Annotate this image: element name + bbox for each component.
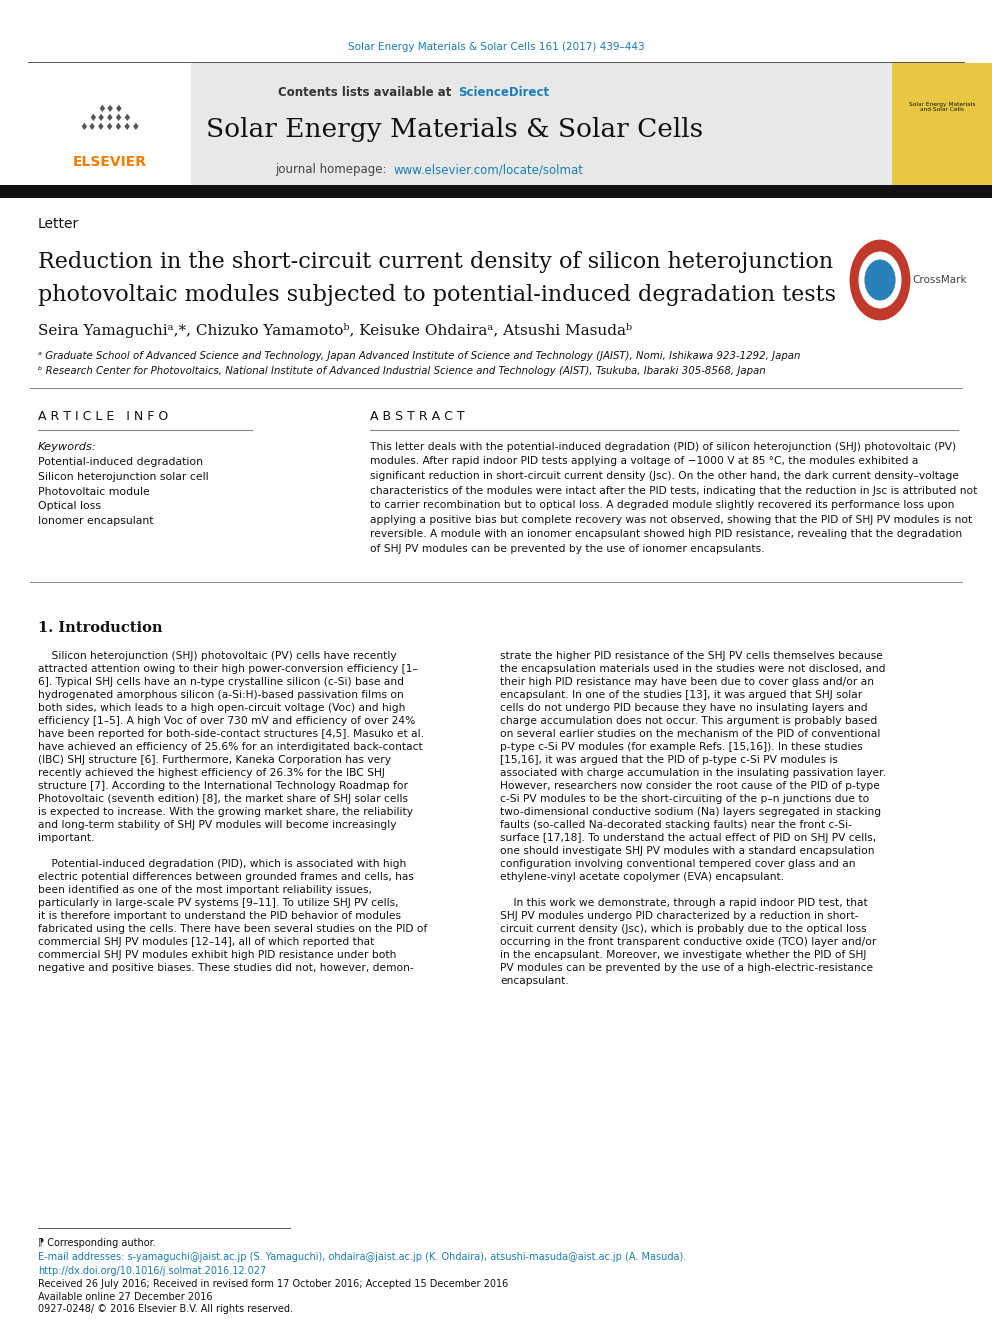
Text: www.elsevier.com/locate/solmat: www.elsevier.com/locate/solmat (393, 164, 583, 176)
Text: attracted attention owing to their high power-conversion efficiency [1–: attracted attention owing to their high … (38, 664, 418, 673)
Text: c-Si PV modules to be the short-circuiting of the p–n junctions due to: c-Si PV modules to be the short-circuiti… (500, 794, 869, 804)
Text: (IBC) SHJ structure [6]. Furthermore, Kaneka Corporation has very: (IBC) SHJ structure [6]. Furthermore, Ka… (38, 755, 391, 765)
Text: it is therefore important to understand the PID behavior of modules: it is therefore important to understand … (38, 912, 401, 921)
Text: surface [17,18]. To understand the actual effect of PID on SHJ PV cells,: surface [17,18]. To understand the actua… (500, 833, 876, 843)
Text: faults (so-called Na-decorated stacking faults) near the front c-Si-: faults (so-called Na-decorated stacking … (500, 820, 852, 830)
Text: in the encapsulant. Moreover, we investigate whether the PID of SHJ: in the encapsulant. Moreover, we investi… (500, 950, 866, 960)
Text: ᵇ Research Center for Photovoltaics, National Institute of Advanced Industrial S: ᵇ Research Center for Photovoltaics, Nat… (38, 366, 766, 376)
Circle shape (850, 241, 910, 320)
Text: Seira Yamaguchiᵃ,*, Chizuko Yamamotoᵇ, Keisuke Ohdairaᵃ, Atsushi Masudaᵇ: Seira Yamaguchiᵃ,*, Chizuko Yamamotoᵇ, K… (38, 323, 632, 337)
Text: 6]. Typical SHJ cells have an n-type crystalline silicon (c-Si) base and: 6]. Typical SHJ cells have an n-type cry… (38, 677, 404, 687)
Text: both sides, which leads to a high open-circuit voltage (Voc) and high: both sides, which leads to a high open-c… (38, 703, 406, 713)
Text: encapsulant.: encapsulant. (500, 976, 568, 986)
Text: strate the higher PID resistance of the SHJ PV cells themselves because: strate the higher PID resistance of the … (500, 651, 883, 662)
Text: ♦♦♦
♦♦♦♦♦
♦♦♦♦♦♦♦: ♦♦♦ ♦♦♦♦♦ ♦♦♦♦♦♦♦ (79, 103, 141, 132)
Text: ethylene-vinyl acetate copolymer (EVA) encapsulant.: ethylene-vinyl acetate copolymer (EVA) e… (500, 872, 784, 882)
Text: Ionomer encapsulant: Ionomer encapsulant (38, 516, 154, 527)
Text: charge accumulation does not occur. This argument is probably based: charge accumulation does not occur. This… (500, 716, 877, 726)
Bar (892, 64, 992, 185)
Text: have been reported for both-side-contact structures [4,5]. Masuko et al.: have been reported for both-side-contact… (38, 729, 424, 740)
Bar (0, 185, 992, 198)
Text: characteristics of the modules were intact after the PID tests, indicating that : characteristics of the modules were inta… (370, 486, 977, 496)
Text: to carrier recombination but to optical loss. A degraded module slightly recover: to carrier recombination but to optical … (370, 500, 954, 509)
Text: Photovoltaic module: Photovoltaic module (38, 487, 150, 496)
Text: particularly in large-scale PV systems [9–11]. To utilize SHJ PV cells,: particularly in large-scale PV systems [… (38, 898, 399, 908)
Text: E-mail addresses: s-yamaguchi@jaist.ac.jp (S. Yamaguchi), ohdaira@jaist.ac.jp (K: E-mail addresses: s-yamaguchi@jaist.ac.j… (38, 1252, 686, 1262)
Text: ELSEVIER: ELSEVIER (73, 155, 147, 169)
Text: ⁋ Corresponding author.: ⁋ Corresponding author. (38, 1238, 156, 1248)
Text: Silicon heterojunction (SHJ) photovoltaic (PV) cells have recently: Silicon heterojunction (SHJ) photovoltai… (38, 651, 397, 662)
Text: Optical loss: Optical loss (38, 501, 101, 512)
Text: Photovoltaic (seventh edition) [8], the market share of SHJ solar cells: Photovoltaic (seventh edition) [8], the … (38, 794, 408, 804)
Text: PV modules can be prevented by the use of a high-electric-resistance: PV modules can be prevented by the use o… (500, 963, 873, 972)
Text: cells do not undergo PID because they have no insulating layers and: cells do not undergo PID because they ha… (500, 703, 868, 713)
Text: fabricated using the cells. There have been several studies on the PID of: fabricated using the cells. There have b… (38, 923, 428, 934)
Text: encapsulant. In one of the studies [13], it was argued that SHJ solar: encapsulant. In one of the studies [13],… (500, 691, 862, 700)
Text: Solar Energy Materials & Solar Cells 161 (2017) 439–443: Solar Energy Materials & Solar Cells 161… (347, 42, 645, 52)
Text: [15,16], it was argued that the PID of p-type c-Si PV modules is: [15,16], it was argued that the PID of p… (500, 755, 838, 765)
Text: Potential-induced degradation (PID), which is associated with high: Potential-induced degradation (PID), whi… (38, 859, 407, 869)
Text: applying a positive bias but complete recovery was not observed, showing that th: applying a positive bias but complete re… (370, 515, 972, 524)
Text: 0927-0248/ © 2016 Elsevier B.V. All rights reserved.: 0927-0248/ © 2016 Elsevier B.V. All righ… (38, 1304, 293, 1314)
Text: photovoltaic modules subjected to potential-induced degradation tests: photovoltaic modules subjected to potent… (38, 284, 836, 306)
Circle shape (859, 253, 901, 308)
Text: and long-term stability of SHJ PV modules will become increasingly: and long-term stability of SHJ PV module… (38, 820, 397, 830)
Text: Available online 27 December 2016: Available online 27 December 2016 (38, 1293, 212, 1302)
Text: modules. After rapid indoor PID tests applying a voltage of −1000 V at 85 °C, th: modules. After rapid indoor PID tests ap… (370, 456, 919, 467)
Text: is expected to increase. With the growing market share, the reliability: is expected to increase. With the growin… (38, 807, 413, 818)
Text: been identified as one of the most important reliability issues,: been identified as one of the most impor… (38, 885, 372, 894)
Text: negative and positive biases. These studies did not, however, demon-: negative and positive biases. These stud… (38, 963, 414, 972)
Text: ScienceDirect: ScienceDirect (458, 86, 550, 98)
Text: A R T I C L E   I N F O: A R T I C L E I N F O (38, 410, 169, 422)
Text: Reduction in the short-circuit current density of silicon heterojunction: Reduction in the short-circuit current d… (38, 251, 833, 273)
Text: important.: important. (38, 833, 94, 843)
Text: significant reduction in short-circuit current density (Jsc). On the other hand,: significant reduction in short-circuit c… (370, 471, 959, 482)
Text: Received 26 July 2016; Received in revised form 17 October 2016; Accepted 15 Dec: Received 26 July 2016; Received in revis… (38, 1279, 508, 1289)
Text: A B S T R A C T: A B S T R A C T (370, 410, 464, 422)
Text: reversible. A module with an ionomer encapsulant showed high PID resistance, rev: reversible. A module with an ionomer enc… (370, 529, 962, 538)
Text: the encapsulation materials used in the studies were not disclosed, and: the encapsulation materials used in the … (500, 664, 886, 673)
Text: electric potential differences between grounded frames and cells, has: electric potential differences between g… (38, 872, 414, 882)
Text: recently achieved the highest efficiency of 26.3% for the IBC SHJ: recently achieved the highest efficiency… (38, 767, 385, 778)
Text: Silicon heterojunction solar cell: Silicon heterojunction solar cell (38, 472, 208, 482)
Text: Letter: Letter (38, 217, 79, 232)
Text: However, researchers now consider the root cause of the PID of p-type: However, researchers now consider the ro… (500, 781, 880, 791)
Text: p-type c-Si PV modules (for example Refs. [15,16]). In these studies: p-type c-Si PV modules (for example Refs… (500, 742, 863, 751)
Text: Solar Energy Materials
and Solar Cells: Solar Energy Materials and Solar Cells (909, 102, 975, 112)
Text: SHJ PV modules undergo PID characterized by a reduction in short-: SHJ PV modules undergo PID characterized… (500, 912, 859, 921)
Text: configuration involving conventional tempered cover glass and an: configuration involving conventional tem… (500, 859, 855, 869)
Text: their high PID resistance may have been due to cover glass and/or an: their high PID resistance may have been … (500, 677, 874, 687)
Text: Solar Energy Materials & Solar Cells: Solar Energy Materials & Solar Cells (206, 118, 703, 143)
Text: associated with charge accumulation in the insulating passivation layer.: associated with charge accumulation in t… (500, 767, 886, 778)
Text: journal homepage:: journal homepage: (275, 164, 390, 176)
Text: occurring in the front transparent conductive oxide (TCO) layer and/or: occurring in the front transparent condu… (500, 937, 876, 947)
Text: structure [7]. According to the International Technology Roadmap for: structure [7]. According to the Internat… (38, 781, 408, 791)
Text: 1. Introduction: 1. Introduction (38, 620, 163, 635)
Text: on several earlier studies on the mechanism of the PID of conventional: on several earlier studies on the mechan… (500, 729, 880, 740)
Text: ᵃ Graduate School of Advanced Science and Technology, Japan Advanced Institute o: ᵃ Graduate School of Advanced Science an… (38, 351, 801, 361)
Text: commercial SHJ PV modules exhibit high PID resistance under both: commercial SHJ PV modules exhibit high P… (38, 950, 397, 960)
Bar (28, 64, 892, 185)
Text: Contents lists available at: Contents lists available at (278, 86, 455, 98)
Text: have achieved an efficiency of 25.6% for an interdigitated back-contact: have achieved an efficiency of 25.6% for… (38, 742, 423, 751)
Text: of SHJ PV modules can be prevented by the use of ionomer encapsulants.: of SHJ PV modules can be prevented by th… (370, 544, 765, 553)
Text: circuit current density (Jsc), which is probably due to the optical loss: circuit current density (Jsc), which is … (500, 923, 867, 934)
Text: Keywords:: Keywords: (38, 442, 97, 452)
Bar (28, 64, 191, 185)
Text: http://dx.doi.org/10.1016/j.solmat.2016.12.027: http://dx.doi.org/10.1016/j.solmat.2016.… (38, 1266, 266, 1275)
Text: CrossMark: CrossMark (912, 275, 966, 284)
Text: efficiency [1–5]. A high Voc of over 730 mV and efficiency of over 24%: efficiency [1–5]. A high Voc of over 730… (38, 716, 416, 726)
Text: commercial SHJ PV modules [12–14], all of which reported that: commercial SHJ PV modules [12–14], all o… (38, 937, 374, 947)
Text: hydrogenated amorphous silicon (a-Si:H)-based passivation films on: hydrogenated amorphous silicon (a-Si:H)-… (38, 691, 404, 700)
Text: Potential-induced degradation: Potential-induced degradation (38, 456, 203, 467)
Text: This letter deals with the potential-induced degradation (PID) of silicon hetero: This letter deals with the potential-ind… (370, 442, 956, 452)
Circle shape (865, 261, 895, 300)
Text: two-dimensional conductive sodium (Na) layers segregated in stacking: two-dimensional conductive sodium (Na) l… (500, 807, 881, 818)
Text: In this work we demonstrate, through a rapid indoor PID test, that: In this work we demonstrate, through a r… (500, 898, 868, 908)
Text: one should investigate SHJ PV modules with a standard encapsulation: one should investigate SHJ PV modules wi… (500, 845, 875, 856)
